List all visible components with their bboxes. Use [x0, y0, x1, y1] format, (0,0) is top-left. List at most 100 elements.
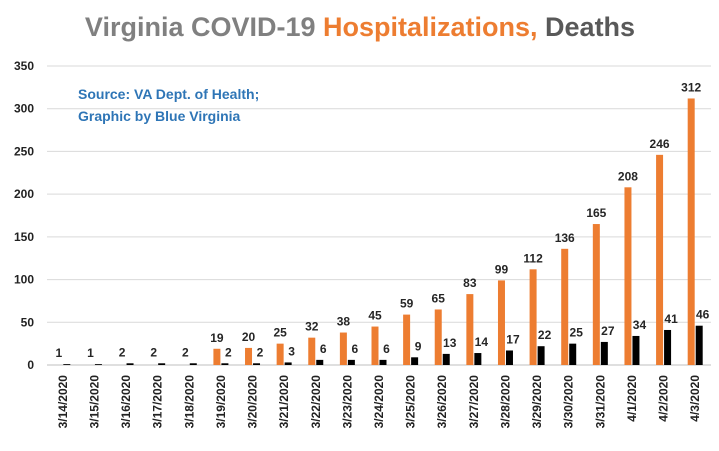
- hospitalizations-bar: [434, 309, 442, 365]
- hospitalizations-bar: [403, 314, 411, 365]
- y-tick-label: 0: [27, 358, 34, 372]
- hospitalizations-bar: [308, 337, 316, 365]
- hospitalizations-data-label: 65: [432, 291, 446, 305]
- x-tick-label: 3/27/2020: [467, 375, 481, 429]
- y-tick-label: 250: [14, 144, 34, 158]
- hospitalizations-bar: [687, 98, 695, 365]
- deaths-data-label: 6: [320, 342, 327, 356]
- hospitalizations-data-label: 20: [242, 330, 256, 344]
- x-tick-label: 4/2/2020: [657, 375, 671, 422]
- data-labels: 1 1 2 2 219220225332638645659965138314991711…: [55, 80, 709, 360]
- hospitalizations-data-label: 45: [368, 309, 382, 323]
- deaths-data-label: 22: [538, 328, 552, 342]
- x-tick-label: 3/21/2020: [277, 375, 291, 429]
- y-tick-label: 50: [21, 315, 35, 329]
- deaths-bar: [537, 346, 545, 365]
- hospitalizations-bar: [624, 187, 632, 365]
- x-tick-label: 4/3/2020: [688, 375, 702, 422]
- deaths-bar: [284, 362, 292, 365]
- deaths-bar: [695, 325, 703, 365]
- hospitalizations-bar: [592, 224, 600, 365]
- hospitalizations-bar: [656, 154, 664, 365]
- hospitalizations-data-label: 112: [523, 251, 543, 265]
- y-tick-label: 350: [14, 59, 34, 73]
- x-tick-label: 4/1/2020: [625, 375, 639, 422]
- deaths-data-label: 41: [664, 312, 678, 326]
- deaths-data-label: 17: [506, 332, 520, 346]
- hospitalizations-bar: [276, 343, 284, 365]
- deaths-bar: [569, 343, 577, 365]
- hospitalizations-data-label: 83: [463, 276, 477, 290]
- source-line-2: Graphic by Blue Virginia: [78, 108, 241, 124]
- hospitalizations-data-label: 25: [273, 326, 287, 340]
- x-axis-ticks: 3/14/2020 3/15/2020 3/16/2020 3/17/2020 3/18…: [56, 375, 702, 429]
- hospitalizations-data-label: 165: [586, 206, 606, 220]
- x-tick-label: 3/23/2020: [340, 375, 354, 429]
- x-tick-label: 3/26/2020: [435, 375, 449, 429]
- y-tick-label: 150: [14, 230, 34, 244]
- hospitalizations-bar: [466, 294, 474, 365]
- hospitalizations-data-label: 208: [618, 169, 638, 183]
- deaths-bar: [632, 335, 640, 365]
- chart-title-part-1: Virginia COVID-19: [85, 12, 323, 42]
- chart-title: Virginia COVID-19 Hospitalizations, Deat…: [85, 12, 635, 42]
- deaths-bar: [158, 363, 166, 365]
- deaths-data-label: 34: [633, 318, 647, 332]
- deaths-bar: [600, 341, 608, 365]
- deaths-data-label: 1: [87, 346, 94, 360]
- hospitalizations-data-label: 59: [400, 297, 414, 311]
- deaths-bar: [221, 363, 229, 365]
- x-tick-label: 3/25/2020: [404, 375, 418, 429]
- x-tick-label: 3/19/2020: [214, 375, 228, 429]
- chart-title-part-3: Deaths: [538, 12, 636, 42]
- hospitalizations-bar: [245, 347, 253, 365]
- deaths-data-label: 2: [119, 345, 126, 359]
- deaths-data-label: 2: [182, 345, 189, 359]
- deaths-data-label: 13: [443, 336, 457, 350]
- deaths-data-label: 6: [352, 342, 359, 356]
- deaths-bar: [253, 363, 261, 365]
- hospitalizations-data-label: 38: [337, 315, 351, 329]
- deaths-data-label: 6: [383, 342, 390, 356]
- deaths-bar: [94, 364, 102, 365]
- x-tick-label: 3/24/2020: [372, 375, 386, 429]
- source-line-1: Source: VA Dept. of Health;: [78, 86, 259, 102]
- deaths-bar: [189, 363, 197, 365]
- deaths-bar: [316, 359, 324, 365]
- deaths-data-label: 27: [601, 324, 615, 338]
- deaths-data-label: 46: [696, 308, 710, 322]
- hospitalizations-data-label: 99: [495, 262, 509, 276]
- deaths-data-label: 3: [288, 344, 295, 358]
- hospitalizations-bar: [371, 326, 379, 365]
- deaths-bar: [474, 353, 482, 365]
- deaths-bar: [505, 350, 513, 365]
- x-tick-label: 3/22/2020: [309, 375, 323, 429]
- x-tick-label: 3/14/2020: [56, 375, 70, 429]
- deaths-data-label: 14: [475, 335, 489, 349]
- x-tick-label: 3/20/2020: [246, 375, 260, 429]
- deaths-bar: [126, 363, 134, 365]
- hospitalizations-data-label: 19: [210, 331, 224, 345]
- deaths-bar: [347, 359, 355, 365]
- x-tick-label: 3/16/2020: [119, 375, 133, 429]
- y-tick-label: 300: [14, 102, 34, 116]
- gridlines: [47, 65, 711, 366]
- hospitalizations-data-label: 136: [555, 231, 575, 245]
- hospitalizations-data-label: 32: [305, 320, 319, 334]
- hospitalizations-bar: [339, 332, 347, 365]
- deaths-data-label: 1: [55, 346, 62, 360]
- chart-title-part-2: Hospitalizations,: [323, 12, 538, 42]
- x-tick-label: 3/17/2020: [151, 375, 165, 429]
- x-tick-label: 3/30/2020: [562, 375, 576, 429]
- deaths-data-label: 25: [570, 326, 584, 340]
- x-tick-label: 3/15/2020: [87, 375, 101, 429]
- hospitalizations-data-label: 246: [650, 137, 670, 151]
- x-tick-label: 3/31/2020: [593, 375, 607, 429]
- deaths-bar: [379, 359, 387, 365]
- hospitalizations-bar: [529, 269, 537, 365]
- hospitalizations-bar: [213, 348, 221, 365]
- bars: [63, 98, 703, 365]
- y-tick-label: 200: [14, 187, 34, 201]
- y-axis-ticks: 0 50 100 150 200 250 300 350: [14, 59, 34, 372]
